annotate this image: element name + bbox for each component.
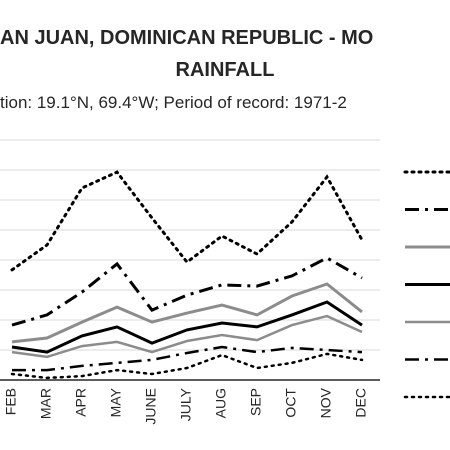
x-tick-label: JULY (178, 387, 194, 421)
x-tick-label: NOV (318, 387, 334, 418)
chart-subtitle: tion: 19.1°N, 69.4°W; Period of record: … (0, 93, 347, 112)
x-tick-label: MAR (38, 388, 54, 419)
series-line (10, 170, 364, 272)
chart-title: RAINFALL (176, 59, 275, 81)
x-tick-label: OCT (283, 388, 299, 418)
chart-title: AN JUAN, DOMINICAN REPUBLIC - MO (0, 27, 373, 49)
x-tick-label: DEC (353, 388, 369, 418)
series-line (11, 300, 363, 354)
x-tick-label: MAY (108, 387, 124, 417)
series-line (12, 345, 363, 372)
series-line (11, 256, 363, 327)
x-tick-label: SEP (248, 388, 264, 416)
x-tick-label: JUNE (143, 388, 159, 425)
x-tick-label: APR (73, 388, 89, 417)
x-tick-label: AUG (213, 388, 229, 418)
x-tick-label: FEB (3, 388, 19, 415)
series-line (10, 352, 364, 380)
series-line (11, 314, 363, 359)
series-line (11, 282, 363, 344)
